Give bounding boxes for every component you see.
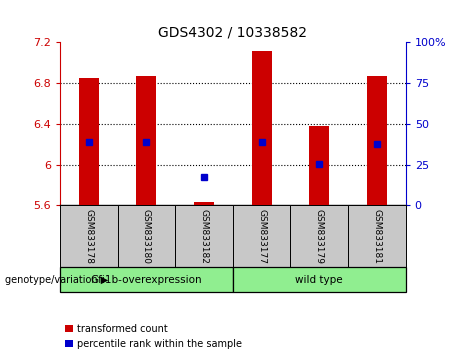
Title: GDS4302 / 10338582: GDS4302 / 10338582 [158,26,307,40]
Text: GSM833177: GSM833177 [257,209,266,264]
Text: GSM833182: GSM833182 [200,209,208,264]
Text: GSM833180: GSM833180 [142,209,151,264]
Bar [79,78,99,205]
Text: GSM833179: GSM833179 [315,209,324,264]
Text: GSM833181: GSM833181 [372,209,381,264]
Bar [367,76,387,205]
Bar [194,202,214,205]
Text: genotype/variation ▶: genotype/variation ▶ [5,275,108,285]
Text: Gfi1b-overexpression: Gfi1b-overexpression [90,275,202,285]
Legend: transformed count, percentile rank within the sample: transformed count, percentile rank withi… [65,324,242,349]
Bar [309,126,329,205]
Text: wild type: wild type [296,275,343,285]
Text: GSM833178: GSM833178 [84,209,93,264]
Bar [136,76,156,205]
Bar [252,51,272,205]
